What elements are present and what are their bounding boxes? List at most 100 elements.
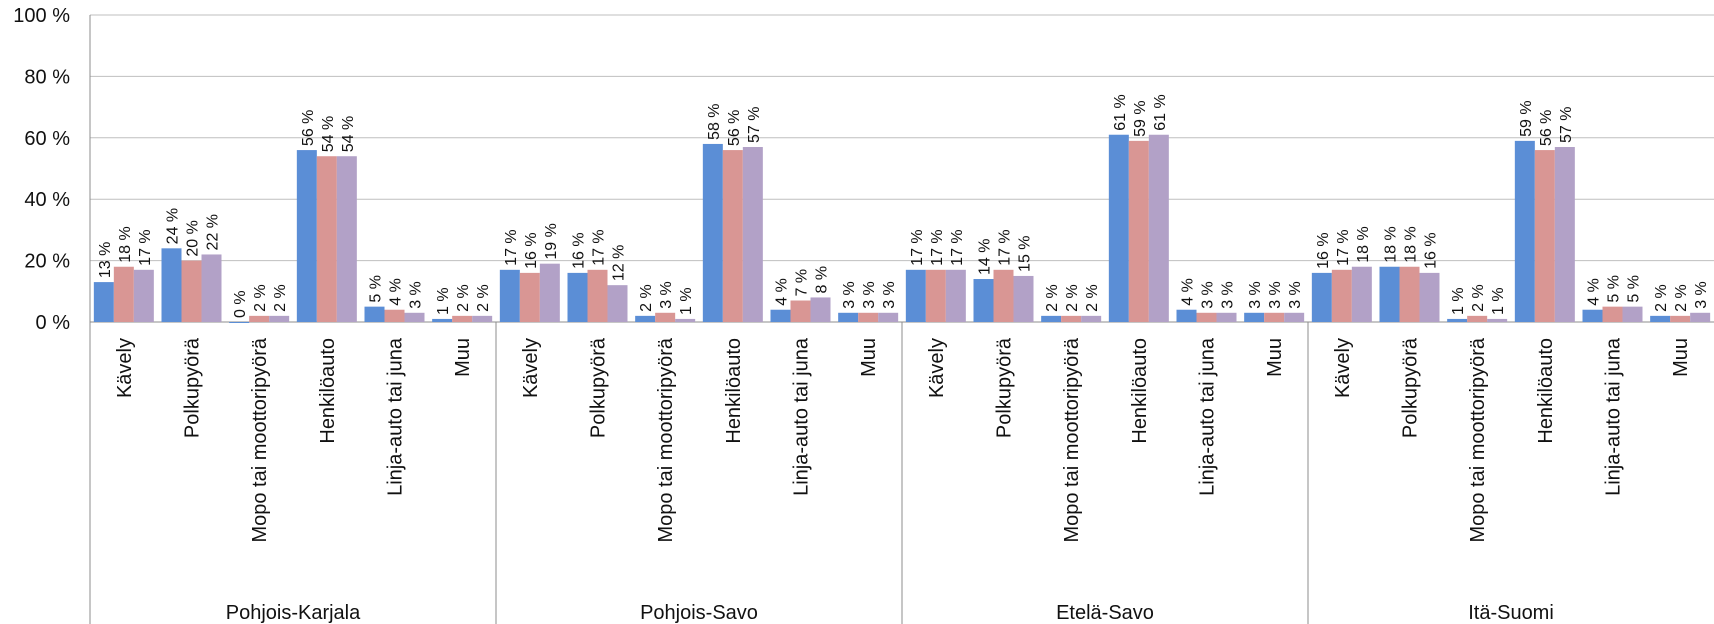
data-label: 61 % xyxy=(1152,94,1169,130)
bar xyxy=(1554,147,1575,322)
data-label: 2 % xyxy=(1653,284,1670,312)
bar xyxy=(452,315,473,322)
data-label: 3 % xyxy=(1287,281,1304,309)
data-label: 3 % xyxy=(861,281,878,309)
bar xyxy=(1690,312,1711,322)
category-label: Henkilöauto xyxy=(1129,338,1151,444)
bar xyxy=(1467,315,1488,322)
data-label: 5 % xyxy=(1606,275,1623,303)
data-label: 3 % xyxy=(408,281,425,309)
category-label: Muu xyxy=(1264,338,1286,377)
data-label: 3 % xyxy=(841,281,858,309)
bar xyxy=(404,312,425,322)
data-label: 24 % xyxy=(165,208,182,244)
data-label: 13 % xyxy=(97,242,114,278)
data-label: 16 % xyxy=(1315,232,1332,268)
data-label: 2 % xyxy=(638,284,655,312)
data-label: 3 % xyxy=(1267,281,1284,309)
bar xyxy=(635,315,656,322)
bar xyxy=(1196,312,1217,322)
category-label: Polkupyörä xyxy=(994,337,1016,438)
category-label: Henkilöauto xyxy=(723,338,745,444)
data-label: 4 % xyxy=(1586,278,1603,306)
bar xyxy=(1602,306,1623,322)
data-label: 18 % xyxy=(1403,226,1420,262)
category-label: Polkupyörä xyxy=(182,337,204,438)
bar xyxy=(1013,275,1034,322)
data-label: 17 % xyxy=(591,229,608,265)
bar xyxy=(722,150,743,322)
bar xyxy=(1108,134,1129,322)
bar xyxy=(655,312,676,322)
bar xyxy=(316,156,337,322)
bar xyxy=(1311,272,1332,322)
data-label: 0 % xyxy=(232,290,249,318)
data-label: 2 % xyxy=(1084,284,1101,312)
data-label: 20 % xyxy=(185,220,202,256)
data-label: 18 % xyxy=(1355,226,1372,262)
data-label: 1 % xyxy=(1450,287,1467,315)
category-label: Linja-auto tai juna xyxy=(1197,337,1219,496)
bar xyxy=(1582,309,1603,322)
bar xyxy=(675,318,696,322)
bar xyxy=(1216,312,1237,322)
category-label: Muu xyxy=(1670,338,1692,377)
bar xyxy=(1514,140,1535,322)
bar xyxy=(1399,266,1420,322)
bar xyxy=(1670,315,1691,322)
bar xyxy=(770,309,791,322)
group-label: Etelä-Savo xyxy=(1056,602,1154,624)
data-label: 59 % xyxy=(1132,100,1149,136)
y-tick-label: 60 % xyxy=(24,128,70,150)
bar xyxy=(1534,150,1555,322)
category-label: Muu xyxy=(452,338,474,377)
bar xyxy=(249,315,270,322)
data-label: 17 % xyxy=(949,229,966,265)
bar xyxy=(1081,315,1102,322)
bar xyxy=(1264,312,1285,322)
bar xyxy=(472,315,493,322)
category-label: Mopo tai moottoripyörä xyxy=(249,337,271,542)
bar xyxy=(133,269,154,322)
bar xyxy=(925,269,946,322)
bar xyxy=(201,254,222,322)
data-label: 5 % xyxy=(1626,275,1643,303)
category-label: Mopo tai moottoripyörä xyxy=(655,337,677,542)
data-label: 61 % xyxy=(1112,94,1129,130)
bar xyxy=(1351,266,1372,322)
y-tick-label: 20 % xyxy=(24,251,70,273)
data-label: 3 % xyxy=(1220,281,1237,309)
group-label: Pohjois-Savo xyxy=(640,602,758,624)
data-label: 56 % xyxy=(1538,110,1555,146)
bar xyxy=(499,269,520,322)
data-label: 17 % xyxy=(1335,229,1352,265)
bar xyxy=(702,143,723,322)
bar xyxy=(1148,134,1169,322)
bar xyxy=(181,260,202,322)
bar xyxy=(1622,306,1643,322)
data-label: 16 % xyxy=(523,232,540,268)
data-label: 2 % xyxy=(455,284,472,312)
bar xyxy=(296,150,317,322)
data-label: 2 % xyxy=(1673,284,1690,312)
bar xyxy=(878,312,899,322)
data-label: 14 % xyxy=(977,239,994,275)
bar xyxy=(1244,312,1265,322)
data-label: 54 % xyxy=(340,116,357,152)
data-label: 56 % xyxy=(300,110,317,146)
bar xyxy=(790,300,811,322)
bar xyxy=(1650,315,1671,322)
bar xyxy=(1061,315,1082,322)
bar xyxy=(607,285,628,322)
data-label: 1 % xyxy=(435,287,452,315)
data-label: 18 % xyxy=(117,226,134,262)
bar xyxy=(1447,318,1468,322)
data-label: 4 % xyxy=(388,278,405,306)
bar xyxy=(587,269,608,322)
data-label: 16 % xyxy=(1423,232,1440,268)
data-label: 2 % xyxy=(475,284,492,312)
bar xyxy=(1487,318,1508,322)
data-label: 4 % xyxy=(1180,278,1197,306)
y-tick-label: 0 % xyxy=(36,312,71,334)
